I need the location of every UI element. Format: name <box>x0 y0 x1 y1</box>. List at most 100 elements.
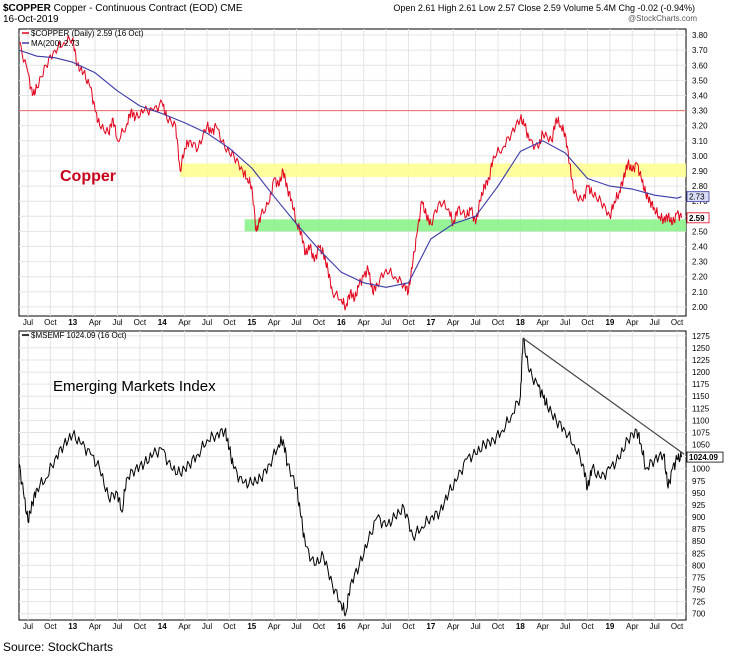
x-tick-label: Oct <box>44 318 57 327</box>
x-tick-label: Oct <box>223 622 236 631</box>
x-tick-label: 16 <box>337 318 346 327</box>
y-tick-label: 1050 <box>692 441 710 450</box>
x-tick-label: Jul <box>381 318 391 327</box>
x-tick-label: 16 <box>337 622 346 631</box>
ma-value-tag <box>686 191 710 203</box>
y-tick-label: 875 <box>692 525 706 534</box>
x-tick-label: Oct <box>581 622 594 631</box>
y-tick-label: 1100 <box>692 416 710 425</box>
x-tick-label: 17 <box>426 318 435 327</box>
y-tick-label: 3.80 <box>692 31 708 40</box>
x-tick-label: Apr <box>357 318 370 327</box>
x-tick-label: Jul <box>470 622 480 631</box>
x-tick-label: 15 <box>247 318 256 327</box>
yellow-zone <box>180 163 686 178</box>
x-tick-label: Apr <box>537 622 550 631</box>
x-tick-label: Jul <box>202 622 212 631</box>
y-tick-label: 1275 <box>692 332 710 341</box>
x-tick-label: 15 <box>247 622 256 631</box>
em-callout: Emerging Markets Index <box>53 378 216 395</box>
x-tick-label: 17 <box>426 622 435 631</box>
y-tick-label: 1075 <box>692 428 710 437</box>
x-tick-label: Oct <box>313 318 326 327</box>
chart-header: $COPPER Copper - Continuous Contract (EO… <box>3 3 243 25</box>
y-tick-label: 2.30 <box>692 258 708 267</box>
y-tick-label: 975 <box>692 477 706 486</box>
copper-panel: 2.002.102.202.302.402.502.602.702.802.90… <box>18 28 710 327</box>
em-value-tag <box>686 451 724 463</box>
downtrend-line <box>522 337 685 455</box>
ma-value-tag-text: 2.73 <box>689 193 705 202</box>
x-tick-label: Jul <box>560 622 570 631</box>
x-tick-label: Oct <box>492 622 505 631</box>
y-tick-label: 3.70 <box>692 46 708 55</box>
copper-price-line <box>18 35 682 311</box>
y-tick-label: 2.50 <box>692 227 708 236</box>
watermark: @StockCharts.com <box>627 14 697 23</box>
x-tick-label: Jul <box>650 622 660 631</box>
x-tick-label: Jul <box>112 622 122 631</box>
x-tick-label: Jul <box>381 622 391 631</box>
y-tick-label: 725 <box>692 598 706 607</box>
x-tick-label: Jul <box>112 318 122 327</box>
x-tick-label: Oct <box>402 318 415 327</box>
x-tick-label: 18 <box>516 622 525 631</box>
x-tick-label: Apr <box>626 318 639 327</box>
y-tick-label: 950 <box>692 489 706 498</box>
x-tick-label: Oct <box>402 622 415 631</box>
y-tick-label: 2.90 <box>692 167 708 176</box>
y-tick-label: 1250 <box>692 344 710 353</box>
y-tick-label: 2.00 <box>692 303 708 312</box>
symbol: $COPPER <box>3 3 51 14</box>
price-value-tag-text: 2.59 <box>689 214 705 223</box>
x-tick-label: Oct <box>492 318 505 327</box>
y-tick-label: 2.10 <box>692 288 708 297</box>
header-date: 16-Oct-2019 <box>3 14 59 25</box>
x-tick-label: Jul <box>470 318 480 327</box>
y-tick-label: 1175 <box>692 380 710 389</box>
x-tick-label: Apr <box>357 622 370 631</box>
y-tick-label: 750 <box>692 586 706 595</box>
x-tick-label: Apr <box>626 622 639 631</box>
source-note: Source: StockCharts <box>3 640 114 654</box>
y-tick-label: 1200 <box>692 368 710 377</box>
x-tick-label: Jul <box>23 622 33 631</box>
x-tick-label: Apr <box>178 318 191 327</box>
x-tick-label: Apr <box>268 318 281 327</box>
price-value-tag <box>686 212 710 224</box>
y-tick-label: 3.50 <box>692 76 708 85</box>
ma200-line <box>18 49 682 288</box>
em-index-line <box>18 337 682 617</box>
x-tick-label: Oct <box>671 622 684 631</box>
description: Copper - Continuous Contract (EOD) CME <box>53 3 243 14</box>
y-tick-label: 825 <box>692 549 706 558</box>
x-tick-label: Oct <box>44 622 57 631</box>
x-tick-label: 18 <box>516 318 525 327</box>
quote-line: Open 2.61 High 2.61 Low 2.57 Close 2.59 … <box>393 3 695 13</box>
y-tick-label: 3.40 <box>692 91 708 100</box>
em-value-tag-text: 1024.09 <box>689 453 718 462</box>
x-tick-label: Jul <box>650 318 660 327</box>
y-tick-label: 850 <box>692 537 706 546</box>
y-tick-label: 3.30 <box>692 107 708 116</box>
x-tick-label: 19 <box>605 622 614 631</box>
green-zone <box>244 219 687 232</box>
y-tick-label: 1150 <box>692 392 710 401</box>
x-tick-label: Apr <box>89 318 102 327</box>
legend-label: $MSEMF 1024.09 (16 Oct) <box>31 331 127 340</box>
emerging-markets-panel: 700 725 750 775 800 825 850 875 900 925 950 975 1000… <box>18 330 724 631</box>
y-tick-label: 700 <box>692 610 706 619</box>
legend-label: MA(200) 2.73 <box>31 39 80 48</box>
legend: $MSEMF 1024.09 (16 Oct) <box>22 331 127 340</box>
x-tick-label: Oct <box>223 318 236 327</box>
y-tick-label: 2.80 <box>692 182 708 191</box>
x-tick-label: Oct <box>671 318 684 327</box>
y-tick-label: 3.10 <box>692 137 708 146</box>
y-tick-label: 3.20 <box>692 122 708 131</box>
x-tick-label: Jul <box>291 318 301 327</box>
y-tick-label: 775 <box>692 573 706 582</box>
x-tick-label: Jul <box>23 318 33 327</box>
x-tick-label: 14 <box>158 622 167 631</box>
x-tick-label: 13 <box>68 318 77 327</box>
